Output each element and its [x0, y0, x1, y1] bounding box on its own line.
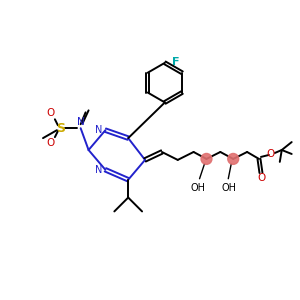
Circle shape [228, 154, 239, 164]
Text: S: S [56, 122, 65, 135]
Text: N: N [77, 117, 85, 127]
Text: O: O [47, 108, 55, 118]
Text: OH: OH [222, 183, 237, 193]
Circle shape [201, 154, 212, 164]
Text: N: N [95, 165, 102, 175]
Text: O: O [258, 173, 266, 183]
Text: N: N [95, 125, 102, 135]
Text: O: O [267, 149, 275, 159]
Text: O: O [47, 138, 55, 148]
Text: OH: OH [190, 183, 205, 193]
Text: F: F [172, 57, 179, 67]
